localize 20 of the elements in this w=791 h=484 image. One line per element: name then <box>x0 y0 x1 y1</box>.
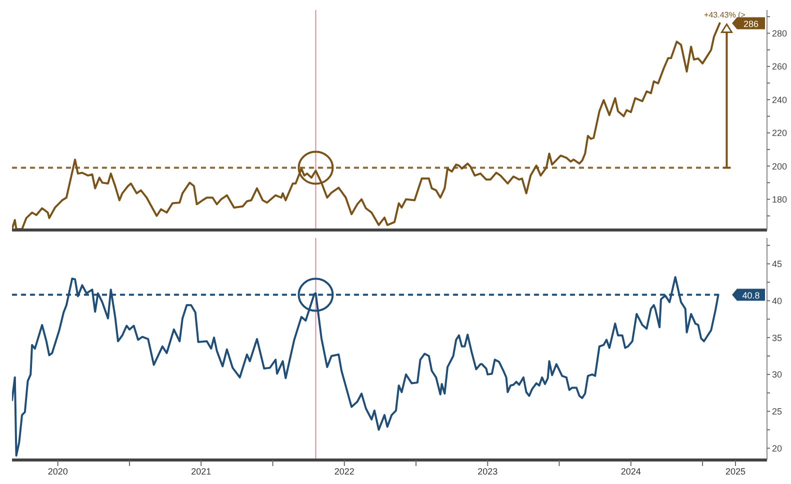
x-tick-label: 2020 <box>48 466 68 476</box>
y-tick-label: 260 <box>772 62 788 72</box>
x-tick-label: 2025 <box>725 466 746 476</box>
x-tick-label: 2021 <box>191 466 212 476</box>
x-tick-label: 2022 <box>334 466 354 476</box>
y-tick-label: 240 <box>772 94 788 105</box>
y-tick-label: 180 <box>772 194 788 204</box>
y-tick-label: 20 <box>772 443 782 454</box>
y-tick-label: 200 <box>772 161 788 172</box>
y-tick-label: 220 <box>772 128 788 138</box>
y-tick-label: 280 <box>772 28 788 38</box>
y-tick-label: 35 <box>772 332 782 343</box>
annotation: 286 <box>743 18 759 29</box>
y-tick-label: 30 <box>772 370 782 380</box>
y-tick-label: 25 <box>772 406 782 417</box>
annotation: 40.8 <box>742 290 760 300</box>
x-tick-label: 2023 <box>478 466 498 476</box>
y-tick-label: 45 <box>772 259 782 270</box>
y-tick-label: 40 <box>772 296 782 306</box>
x-tick-label: 2024 <box>620 466 641 476</box>
